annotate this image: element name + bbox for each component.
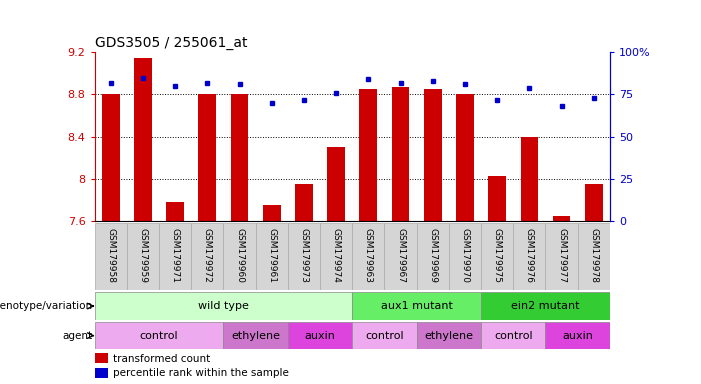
Bar bbox=[481, 292, 610, 320]
Bar bbox=[256, 223, 288, 290]
Text: genotype/variation: genotype/variation bbox=[0, 301, 92, 311]
Bar bbox=[127, 223, 159, 290]
Text: aux1 mutant: aux1 mutant bbox=[381, 301, 453, 311]
Text: agent: agent bbox=[62, 331, 92, 341]
Bar bbox=[416, 322, 481, 349]
Text: GSM179977: GSM179977 bbox=[557, 228, 566, 283]
Text: percentile rank within the sample: percentile rank within the sample bbox=[113, 368, 289, 378]
Bar bbox=[456, 94, 474, 221]
Bar bbox=[578, 223, 610, 290]
Bar bbox=[545, 223, 578, 290]
Bar bbox=[224, 223, 256, 290]
Bar bbox=[95, 368, 107, 378]
Bar bbox=[360, 89, 377, 221]
Text: GSM179969: GSM179969 bbox=[428, 228, 437, 283]
Bar bbox=[159, 223, 191, 290]
Text: GSM179975: GSM179975 bbox=[493, 228, 502, 283]
Text: wild type: wild type bbox=[198, 301, 249, 311]
Text: control: control bbox=[494, 331, 533, 341]
Bar bbox=[288, 322, 353, 349]
Text: transformed count: transformed count bbox=[113, 354, 210, 364]
Bar bbox=[198, 94, 216, 221]
Bar bbox=[449, 223, 481, 290]
Text: GSM179959: GSM179959 bbox=[138, 228, 147, 283]
Text: control: control bbox=[139, 331, 178, 341]
Bar bbox=[263, 205, 280, 221]
Bar bbox=[95, 322, 224, 349]
Bar bbox=[353, 292, 481, 320]
Bar bbox=[102, 94, 120, 221]
Text: GSM179963: GSM179963 bbox=[364, 228, 373, 283]
Text: GSM179967: GSM179967 bbox=[396, 228, 405, 283]
Text: GSM179971: GSM179971 bbox=[170, 228, 179, 283]
Bar bbox=[489, 176, 506, 221]
Bar bbox=[95, 292, 353, 320]
Bar bbox=[288, 223, 320, 290]
Text: control: control bbox=[365, 331, 404, 341]
Text: GDS3505 / 255061_at: GDS3505 / 255061_at bbox=[95, 36, 247, 50]
Bar bbox=[353, 223, 384, 290]
Bar bbox=[481, 322, 545, 349]
Text: auxin: auxin bbox=[562, 331, 593, 341]
Text: GSM179972: GSM179972 bbox=[203, 228, 212, 283]
Bar bbox=[552, 216, 571, 221]
Bar bbox=[424, 89, 442, 221]
Bar bbox=[353, 322, 416, 349]
Text: GSM179976: GSM179976 bbox=[525, 228, 534, 283]
Text: GSM179958: GSM179958 bbox=[107, 228, 115, 283]
Bar bbox=[327, 147, 345, 221]
Bar bbox=[95, 353, 107, 363]
Text: GSM179978: GSM179978 bbox=[590, 228, 598, 283]
Text: GSM179974: GSM179974 bbox=[332, 228, 341, 283]
Bar bbox=[392, 87, 409, 221]
Bar bbox=[231, 94, 248, 221]
Bar bbox=[320, 223, 353, 290]
Text: ein2 mutant: ein2 mutant bbox=[511, 301, 580, 311]
Bar bbox=[416, 223, 449, 290]
Text: GSM179960: GSM179960 bbox=[235, 228, 244, 283]
Bar bbox=[134, 58, 152, 221]
Bar bbox=[481, 223, 513, 290]
Text: ethylene: ethylene bbox=[231, 331, 280, 341]
Text: GSM179970: GSM179970 bbox=[461, 228, 470, 283]
Bar bbox=[585, 184, 603, 221]
Text: GSM179961: GSM179961 bbox=[267, 228, 276, 283]
Bar bbox=[166, 202, 184, 221]
Bar bbox=[545, 322, 610, 349]
Bar bbox=[513, 223, 545, 290]
Bar bbox=[191, 223, 224, 290]
Text: ethylene: ethylene bbox=[424, 331, 473, 341]
Bar bbox=[384, 223, 416, 290]
Bar bbox=[224, 322, 288, 349]
Text: auxin: auxin bbox=[305, 331, 336, 341]
Text: GSM179973: GSM179973 bbox=[299, 228, 308, 283]
Bar bbox=[95, 223, 127, 290]
Bar bbox=[295, 184, 313, 221]
Bar bbox=[521, 137, 538, 221]
